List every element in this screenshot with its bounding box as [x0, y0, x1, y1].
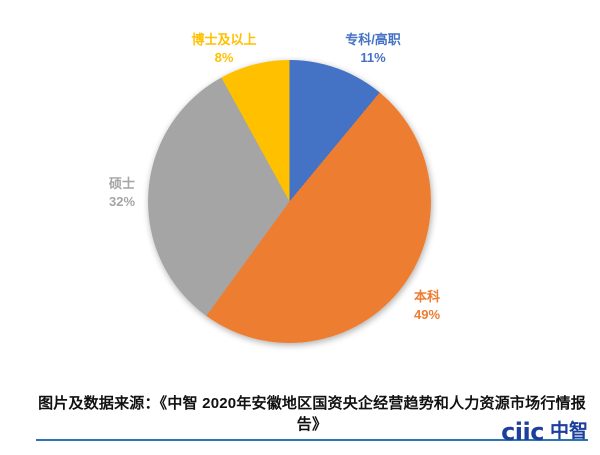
source-caption-text: 图片及数据来源：《中智 2020年安徽地区国资央企经营趋势和人力资源市场行情报告…	[38, 395, 586, 433]
pie-chart	[148, 60, 431, 343]
pie-label-doctor-and-above-name: 博士及以上	[191, 32, 257, 47]
pie-label-bachelor: 本科 49%	[367, 288, 487, 324]
pie-label-junior-college-name: 专科/高职	[345, 32, 401, 47]
ciic-logo-cjk-text: 中智	[549, 421, 588, 442]
pie-label-doctor-and-above: 博士及以上 8%	[154, 31, 294, 67]
pie-label-master: 硕士 32%	[62, 175, 182, 211]
pie-label-bachelor-value: 49%	[413, 307, 441, 322]
pie-label-junior-college: 专科/高职 11%	[303, 31, 443, 67]
pie-label-bachelor-name: 本科	[413, 289, 440, 304]
pie-label-junior-college-value: 11%	[360, 50, 386, 65]
pie-label-doctor-and-above-value: 8%	[214, 50, 234, 65]
ciic-logo-latin-text: ciic	[501, 418, 544, 446]
pie-label-master-value: 32%	[108, 194, 136, 209]
pie-label-master-name: 硕士	[108, 176, 135, 191]
ciic-logo: ciic 中智	[501, 420, 588, 444]
source-caption: 图片及数据来源：《中智 2020年安徽地区国资央企经营趋势和人力资源市场行情报告…	[36, 393, 588, 441]
